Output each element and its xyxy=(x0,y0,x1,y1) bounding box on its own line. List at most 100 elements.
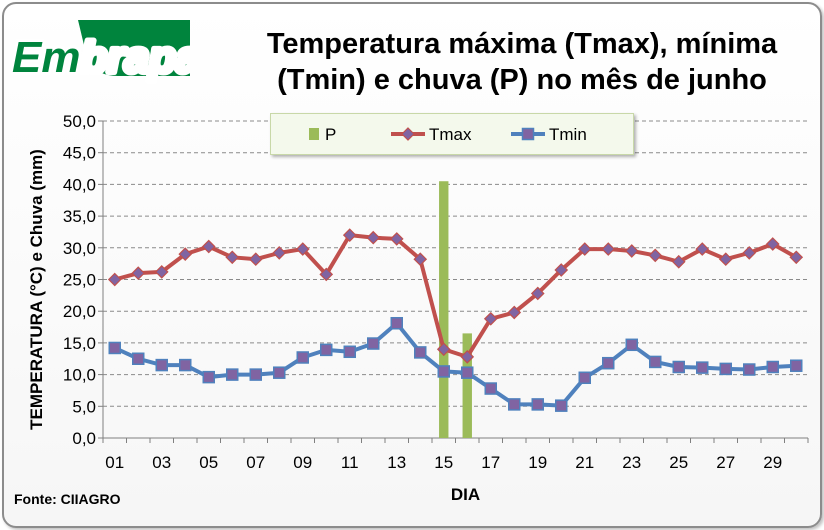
point-tmin xyxy=(790,359,803,372)
point-tmax xyxy=(154,265,169,279)
point-tmax xyxy=(507,305,522,320)
y-tick-label: 5,0 xyxy=(72,397,96,416)
point-tmin xyxy=(672,360,685,374)
y-axis-title: TEMPERATURA (°C) e Chuva (mm) xyxy=(27,149,46,430)
x-tick-label: 25 xyxy=(669,453,688,472)
point-tmin xyxy=(625,338,638,352)
x-tick-label: 03 xyxy=(152,453,171,472)
chart-legend: P Tmax Tmin xyxy=(270,113,634,155)
x-tick-label: 15 xyxy=(434,453,453,472)
y-tick-label: 15,0 xyxy=(63,334,96,353)
bar-p xyxy=(439,181,449,439)
x-tick-label: 23 xyxy=(622,453,641,472)
point-tmax xyxy=(554,263,569,277)
point-tmin xyxy=(296,351,309,364)
point-tmax xyxy=(460,349,475,364)
x-tick-label: 09 xyxy=(293,453,312,472)
point-tmax xyxy=(648,248,663,263)
point-tmax xyxy=(295,242,310,256)
point-tmax xyxy=(107,272,122,287)
point-tmax xyxy=(530,286,545,301)
y-tick-label: 20,0 xyxy=(63,302,96,321)
chart-title-line-1: Temperatura máxima (Tmax), mínima xyxy=(266,28,778,60)
x-tick-label: 21 xyxy=(575,453,594,472)
point-tmin xyxy=(226,368,239,381)
legend-label-p: P xyxy=(325,125,336,144)
legend-label-tmax: Tmax xyxy=(429,125,472,144)
point-tmin xyxy=(719,362,732,376)
point-tmax xyxy=(178,247,193,261)
svg-text:Embrapa: Embrapa xyxy=(12,33,190,82)
x-tick-label: 29 xyxy=(763,453,782,472)
point-tmin xyxy=(484,382,497,395)
bar-p xyxy=(462,333,472,438)
point-tmax xyxy=(483,311,498,326)
point-tmax xyxy=(718,252,733,267)
legend-label-tmin: Tmin xyxy=(549,125,587,144)
y-tick-label: 0,0 xyxy=(72,429,96,448)
source-note: Fonte: CIIAGRO xyxy=(14,491,121,507)
embrapa-logo: Embrapa Em Embrapa xyxy=(9,20,190,85)
y-tick-label: 30,0 xyxy=(63,239,96,258)
point-tmin xyxy=(202,370,215,384)
point-tmax xyxy=(319,267,334,282)
point-tmax xyxy=(342,228,357,242)
chart-title: Temperatura máxima (Tmax), mínima (Tmin)… xyxy=(232,26,812,98)
legend-svg: P Tmax Tmin xyxy=(309,125,587,144)
x-tick-label: 05 xyxy=(199,453,218,472)
point-tmax xyxy=(248,252,263,267)
point-tmax xyxy=(201,239,216,254)
point-tmax xyxy=(601,242,616,256)
legend-marker-tmin xyxy=(521,127,535,141)
point-tmax xyxy=(624,244,639,258)
point-tmin xyxy=(320,343,333,357)
point-tmin xyxy=(437,365,450,378)
line-tmin xyxy=(113,321,797,408)
point-tmax xyxy=(225,250,240,265)
x-tick-label: 01 xyxy=(105,453,124,472)
point-tmin xyxy=(696,361,709,374)
x-axis-title: DIA xyxy=(451,485,480,504)
y-tick-label: 25,0 xyxy=(63,271,96,290)
point-tmax xyxy=(577,242,592,256)
y-tick-label: 45,0 xyxy=(63,144,96,163)
point-tmin xyxy=(390,316,403,330)
line-tmax xyxy=(114,233,798,359)
point-tmin xyxy=(108,341,121,355)
point-tmin xyxy=(343,345,356,359)
point-tmin xyxy=(555,399,568,412)
x-tick-label: 27 xyxy=(716,453,735,472)
y-tick-label: 40,0 xyxy=(63,175,96,194)
point-tmin xyxy=(414,346,427,359)
point-tmin xyxy=(132,352,145,365)
point-tmin xyxy=(273,366,286,379)
point-tmin xyxy=(602,356,615,370)
point-tmax xyxy=(765,237,780,251)
x-tick-label: 17 xyxy=(481,453,500,472)
point-tmin xyxy=(531,398,544,411)
point-tmin xyxy=(249,368,262,381)
point-tmax xyxy=(389,232,404,246)
point-tmin xyxy=(367,337,380,350)
point-tmax xyxy=(413,252,428,267)
chart-title-line-2: (Tmin) e chuva (P) no mês de junho xyxy=(277,64,767,96)
x-tick-label: 13 xyxy=(387,453,406,472)
point-tmin xyxy=(766,360,779,374)
y-tick-label: 50,0 xyxy=(63,112,96,131)
x-tick-label: 07 xyxy=(246,453,265,472)
point-tmin xyxy=(578,371,591,385)
point-tmax xyxy=(272,246,287,260)
legend-marker-tmax xyxy=(401,127,415,141)
point-tmin xyxy=(508,398,521,411)
point-tmin xyxy=(743,363,756,376)
x-tick-label: 19 xyxy=(528,453,547,472)
y-tick-label: 35,0 xyxy=(63,207,96,226)
point-tmax xyxy=(131,266,146,281)
point-tmin xyxy=(649,355,662,369)
point-tmax xyxy=(789,250,804,265)
point-tmax xyxy=(436,342,451,357)
x-tick-label: 11 xyxy=(341,453,359,472)
point-tmax xyxy=(695,242,710,256)
